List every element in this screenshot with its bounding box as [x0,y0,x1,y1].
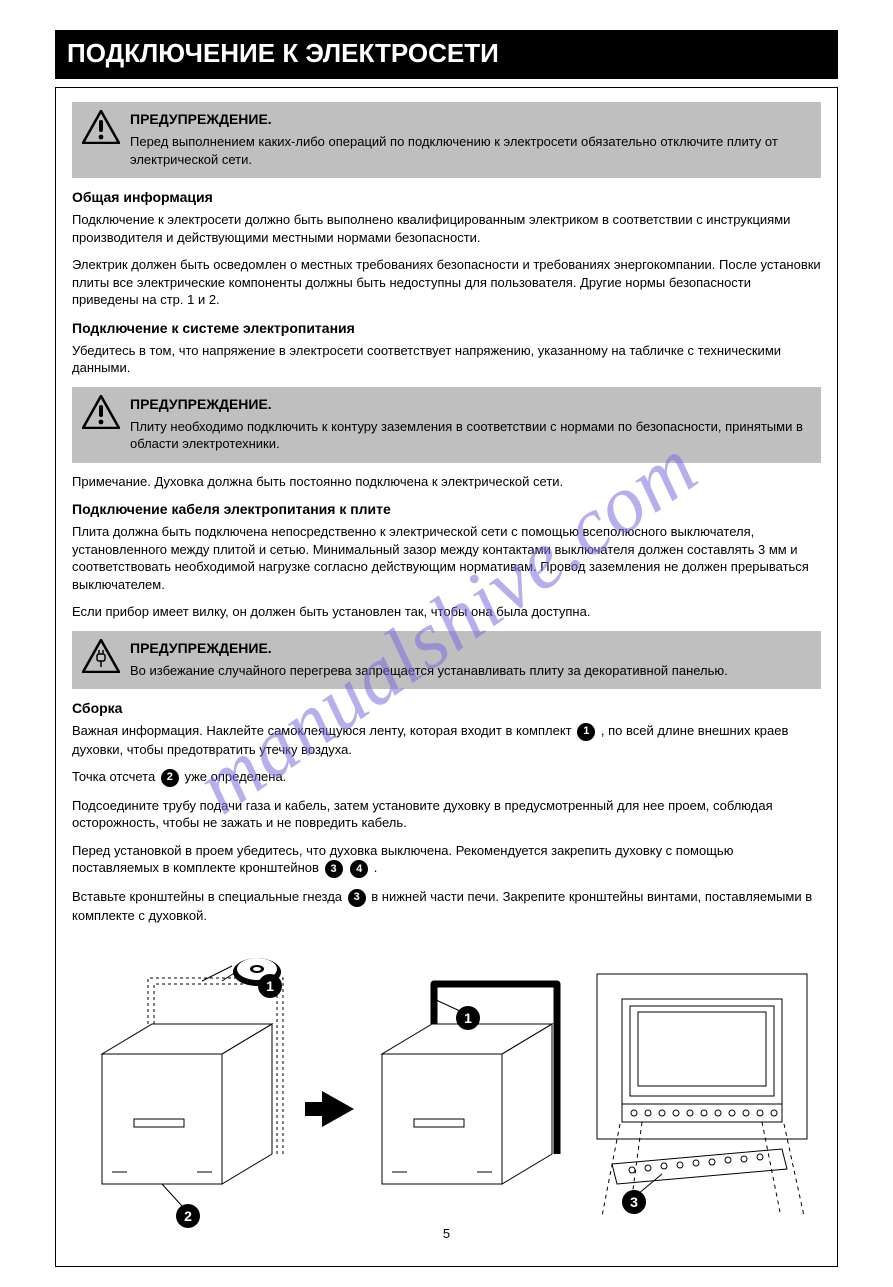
page-number: 5 [0,1225,893,1243]
callout-3: 3 [622,1190,646,1214]
callout-3b-inline: 3 [348,889,366,907]
assembly-p3: Подсоедините трубу подачи газа и кабель,… [72,797,821,832]
heading-general: Общая информация [72,188,821,207]
warning-3-title: ПРЕДУПРЕЖДЕНИЕ. [130,639,728,658]
figure-bracket-mount [582,954,817,1234]
note-permanent: Примечание. Духовка должна быть постоянн… [72,473,821,491]
warning-box-2: ПРЕДУПРЕЖДЕНИЕ. Плиту необходимо подключ… [72,387,821,463]
assembly-p5a: Вставьте кронштейны в специальные гнезда [72,889,342,904]
warning-1-text: Перед выполнением каких-либо операций по… [130,133,811,168]
warning-1-title: ПРЕДУПРЕЖДЕНИЕ. [130,110,811,129]
content-frame: ПРЕДУПРЕЖДЕНИЕ. Перед выполнением каких-… [55,87,838,1267]
callout-3-inline: 3 [325,860,343,878]
warning-2-text: Плиту необходимо подключить к контуру за… [130,418,811,453]
assembly-p1a: Важная информация. Наклейте самоклеящуюс… [72,723,572,738]
callout-2-inline: 2 [161,769,179,787]
callout-1: 1 [258,974,282,998]
heading-cable: Подключение кабеля электропитания к плит… [72,500,821,519]
callout-1-inline: 1 [577,723,595,741]
callout-1b: 1 [456,1006,480,1030]
plug-warning-icon [82,639,120,678]
assembly-p2a: Точка отсчета [72,769,155,784]
figure-area: 1 2 1 [72,934,821,1254]
heading-assembly: Сборка [72,699,821,718]
callout-4-inline: 4 [350,860,368,878]
para-general-1: Подключение к электросети должно быть вы… [72,211,821,246]
figure-oven-tape-after [362,954,582,1214]
para-cable-1: Плита должна быть подключена непосредств… [72,523,821,593]
para-cable-2: Если прибор имеет вилку, он должен быть … [72,603,821,621]
assembly-p4b: . [374,860,378,875]
warning-box-3: ПРЕДУПРЕЖДЕНИЕ. Во избежание случайного … [72,631,821,689]
warning-3-text: Во избежание случайного перегрева запрещ… [130,662,728,680]
warning-icon [82,110,120,149]
arrow-icon [322,1091,354,1127]
heading-power-connect: Подключение к системе электропитания [72,319,821,338]
para-power-1: Убедитесь в том, что напряжение в электр… [72,342,821,377]
para-general-2: Электрик должен быть осведомлен о местны… [72,256,821,309]
warning-2-title: ПРЕДУПРЕЖДЕНИЕ. [130,395,811,414]
assembly-p2b: уже определена. [184,769,286,784]
warning-box-1: ПРЕДУПРЕЖДЕНИЕ. Перед выполнением каких-… [72,102,821,178]
section-header: ПОДКЛЮЧЕНИЕ К ЭЛЕКТРОСЕТИ [55,30,838,79]
arrow-stem [305,1102,323,1116]
warning-icon [82,395,120,434]
assembly-p4a: Перед установкой в проем убедитесь, что … [72,843,733,876]
